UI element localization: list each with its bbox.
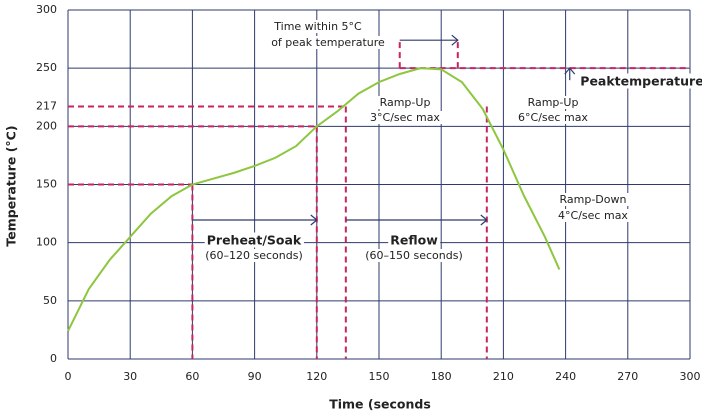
x-tick-label: 300	[680, 370, 701, 383]
x-tick-label: 150	[369, 370, 390, 383]
x-tick-label: 120	[306, 370, 327, 383]
x-tick-label: 240	[555, 370, 576, 383]
annotation: 6°C/sec max	[518, 111, 588, 124]
annotation: 4°C/sec max	[558, 209, 628, 222]
y-tick-label: 217	[36, 100, 57, 113]
annotation: Ramp-Up	[380, 96, 431, 109]
label-background	[204, 232, 304, 248]
y-tick-label: 50	[43, 294, 57, 307]
y-tick-label: 250	[36, 61, 57, 74]
y-tick-label: 150	[36, 178, 57, 191]
x-axis-title: Time (seconds	[329, 397, 431, 412]
y-tick-label: 300	[36, 3, 57, 16]
annotation: (60–150 seconds)	[365, 249, 463, 262]
label-background	[363, 249, 465, 262]
label-background	[203, 249, 305, 262]
x-tick-label: 90	[248, 370, 262, 383]
x-tick-label: 270	[617, 370, 638, 383]
y-axis-title: Temperature (°C)	[4, 125, 19, 246]
annotation: Peaktemperature	[580, 74, 702, 89]
arrow-head	[480, 214, 488, 226]
temperature-curve	[67, 67, 561, 332]
label-background	[388, 232, 441, 248]
label-background	[271, 20, 365, 33]
arrow-head	[310, 214, 318, 226]
arrow-head	[451, 34, 459, 46]
x-tick-label: 180	[431, 370, 452, 383]
y-tick-label: 100	[36, 236, 57, 249]
label-background	[377, 96, 433, 109]
label-background	[557, 193, 629, 206]
x-tick-label: 210	[493, 370, 514, 383]
annotation: 3°C/sec max	[370, 111, 440, 124]
label-background	[269, 36, 388, 49]
x-tick-label: 30	[123, 370, 137, 383]
label-background	[578, 73, 702, 89]
label-background	[368, 111, 443, 124]
label-background	[516, 111, 591, 124]
annotation: Time within 5°C	[273, 20, 362, 33]
x-tick-label: 60	[185, 370, 199, 383]
annotation: (60–120 seconds)	[205, 249, 303, 262]
y-tick-label: 0	[50, 352, 57, 365]
x-tick-label: 0	[65, 370, 72, 383]
annotation: of peak temperature	[271, 36, 385, 49]
label-background	[556, 209, 631, 222]
annotation: Preheat/Soak	[207, 233, 302, 248]
annotation: Ramp-Up	[528, 96, 579, 109]
y-tick-label: 200	[36, 119, 57, 132]
annotation: Reflow	[390, 233, 438, 248]
label-background	[525, 96, 581, 109]
arrow-head	[564, 67, 576, 75]
annotation: Ramp-Down	[560, 193, 627, 206]
